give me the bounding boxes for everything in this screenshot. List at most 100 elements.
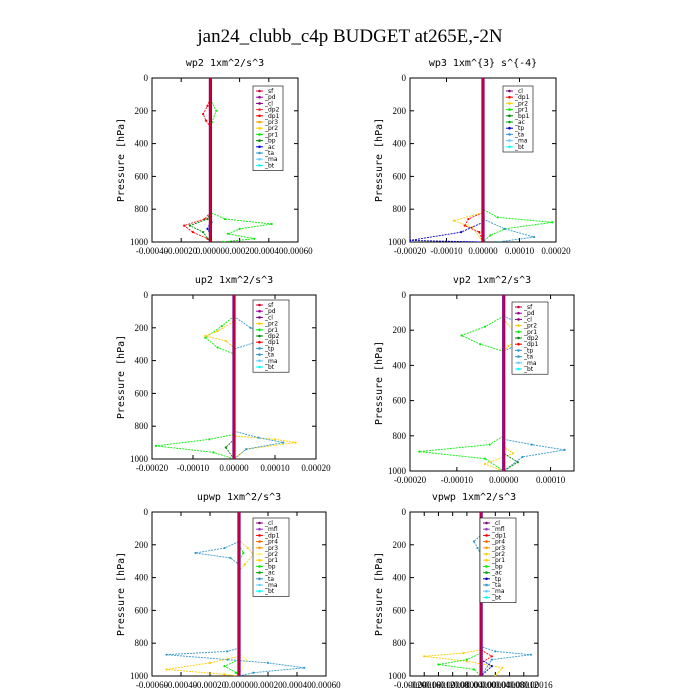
legend-marker [258,527,261,531]
y-tick-label: 400 [393,139,407,149]
legend-entry: _bt [264,364,275,371]
legend-marker [508,126,511,130]
y-tick-label: 200 [135,540,149,550]
legend-entry: _bp1 [514,113,530,120]
data-point [423,655,426,658]
data-point [208,438,211,441]
data-point [488,443,491,446]
x-tick-label: -0.00020 [394,246,427,256]
x-tick-label: 0.00012 [509,680,538,690]
x-tick-label: 0.00004 [481,680,511,690]
data-point [530,443,533,446]
y-tick-label: 600 [135,171,149,181]
y-axis-label: Pressure [hPa] [374,552,385,636]
data-point [511,452,515,455]
legend-marker [485,552,488,556]
data-point [410,239,412,242]
y-axis-label: Pressure [hPa] [116,335,127,419]
legend-marker [517,342,520,346]
legend-marker [517,324,520,327]
legend-entry: _pr3 [264,119,278,126]
x-tick-label: -0.00020 [194,680,227,690]
legend-marker [485,527,488,531]
series-group [418,295,566,471]
data-point [452,219,455,222]
data-point [223,217,227,221]
data-point [224,339,227,343]
legend-entry: _bp [491,563,503,570]
data-point [202,112,205,116]
panel-title: wp3 1xm^{3} s^{-4} [429,58,537,69]
series-line-pr2 [483,295,524,471]
legend-entry: _ma [264,156,278,163]
legend-entry: _pr1 [523,329,537,336]
legend-marker [258,164,261,167]
x-tick-label: 0.00000 [468,246,498,256]
data-point [472,668,476,671]
x-tick-label: 0.00060 [283,246,313,256]
x-tick-label: -0.00060 [136,680,169,690]
y-tick-label: 0 [144,73,149,83]
plot-frame [409,294,575,472]
legend-entry: _pr1 [264,557,278,564]
x-tick-label: -0.00010 [441,475,474,485]
data-point [483,462,487,466]
data-point [483,325,487,328]
legend-entry: _mfl [491,526,505,533]
legend-entry: _pd [264,308,276,315]
x-tick-label: 0.00060 [311,680,341,690]
panel-2: wp3 1xm^{3} s^{-4} Pressure [hPa] 0 200 400 6… [374,58,571,256]
series-group [155,295,297,459]
legend-entry: _cl [264,100,273,107]
data-point [165,668,168,671]
series-line-bp [188,78,211,242]
legend-entry: _tp [264,345,274,352]
x-tick-label: -0.00020 [136,463,169,473]
series-group [410,78,554,242]
legend-entry: _dp1 [264,339,280,346]
x-tick-label: -0.00016 [408,680,441,690]
x-tick-label: -0.00010 [430,246,463,256]
y-tick-label: 800 [393,204,407,214]
legend-marker [258,546,261,550]
y-tick-label: 800 [393,638,407,648]
data-point [155,444,158,447]
legend-marker [258,558,261,562]
legend-entry: _ma [523,360,537,367]
x-tick-label: 0.00040 [254,246,284,256]
legend-marker [258,589,261,593]
legend-entry: _pr1 [264,327,278,334]
legend-entry: _pr4 [264,539,278,546]
legend-entry: _dp1 [264,113,280,120]
legend-entry: _dp2 [523,335,539,342]
data-point [503,227,506,230]
legend-marker [485,565,488,568]
data-point [270,222,273,226]
y-tick-label: 800 [393,431,407,441]
y-tick-label: 400 [135,356,149,366]
legend-marker [517,349,520,352]
data-point [460,231,463,234]
legend-entry: _ta [264,576,274,583]
legend-marker [517,367,520,371]
x-tick-label: 0.00000 [466,680,496,690]
legend-marker [258,521,261,525]
data-point [521,455,524,459]
data-point [282,441,285,444]
data-point [242,551,245,555]
y-tick-label: 1000 [130,454,149,464]
x-tick-label: 0.00020 [225,246,255,256]
data-point [188,224,192,227]
y-axis-label: Pressure [hPa] [374,118,385,202]
legend-marker [517,355,520,358]
x-tick-label: 0.00020 [301,463,331,473]
y-tick-label: 800 [135,204,149,214]
data-point [489,234,492,237]
legend-marker [258,89,261,93]
legend-marker [258,133,261,136]
x-tick-label: 0.00000 [219,463,249,473]
legend: _cl_dp1_pr2_pr1_bp1_ac_tp_ta_ma_bt [502,85,534,153]
legend-entry: _dp2 [264,333,280,340]
legend-entry: _sf [264,302,274,309]
y-axis-label: Pressure [hPa] [116,552,127,636]
